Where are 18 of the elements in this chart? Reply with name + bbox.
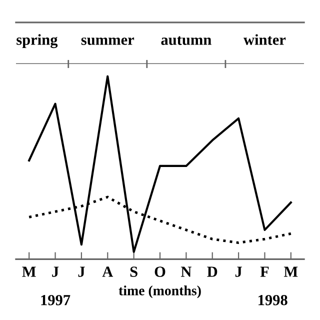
x-tick-label: F [260,266,269,277]
text: 1997 [41,294,70,306]
x-tick-label: M [284,266,298,277]
text: winter [244,34,286,45]
x-tick-label: O [154,266,166,277]
x-axis-title: time (months) [118,286,201,298]
x-tick-label: J [235,266,242,277]
text: spring [16,34,58,48]
x-tick-label: J [78,266,85,277]
x-tick-label: M [22,266,36,277]
x-tick-label: S [130,266,138,277]
text: autumn [161,36,212,45]
x-tick-label: D [207,266,218,277]
x-tick-label: N [180,266,192,277]
x-tick-label: J [52,266,59,277]
text: summer [81,38,134,45]
text: 1998 [258,294,288,306]
x-tick-label: A [102,266,114,277]
